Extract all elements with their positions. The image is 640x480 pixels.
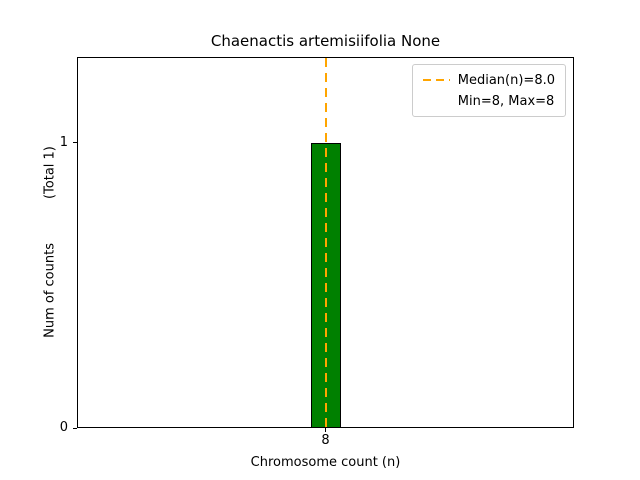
- x-tick-label: 8: [321, 433, 330, 448]
- x-axis-tick-labels: 8: [77, 433, 574, 449]
- y-axis-ticks: [73, 57, 77, 429]
- y-tick-label: 0: [59, 420, 68, 435]
- y-axis-title-main: Num of counts: [42, 243, 58, 338]
- chart-title: Chaenactis artemisiifolia None: [210, 32, 441, 50]
- legend-label: Min=8, Max=8: [457, 93, 555, 109]
- legend-label: Median(n)=8.0: [457, 72, 555, 88]
- median-line: [324, 58, 327, 427]
- legend-empty-handle: [423, 100, 450, 102]
- x-axis-title: Chromosome count (n): [250, 455, 401, 470]
- y-tick-label: 1: [59, 134, 68, 150]
- plot-area: Median(n)=8.0 Min=8, Max=8: [77, 57, 574, 428]
- legend-row: Min=8, Max=8: [423, 93, 555, 109]
- x-axis-ticks: [77, 427, 574, 432]
- legend: Median(n)=8.0 Min=8, Max=8: [411, 64, 566, 117]
- y-axis-title: Num of counts (Total 1): [43, 146, 58, 338]
- legend-dashed-line-icon: [422, 79, 450, 81]
- y-tick-mark: [73, 142, 77, 144]
- y-tick-mark: [73, 427, 77, 429]
- y-axis-title-total: (Total 1): [42, 146, 58, 200]
- x-tick-mark: [325, 428, 326, 432]
- legend-row: Median(n)=8.0: [422, 72, 555, 88]
